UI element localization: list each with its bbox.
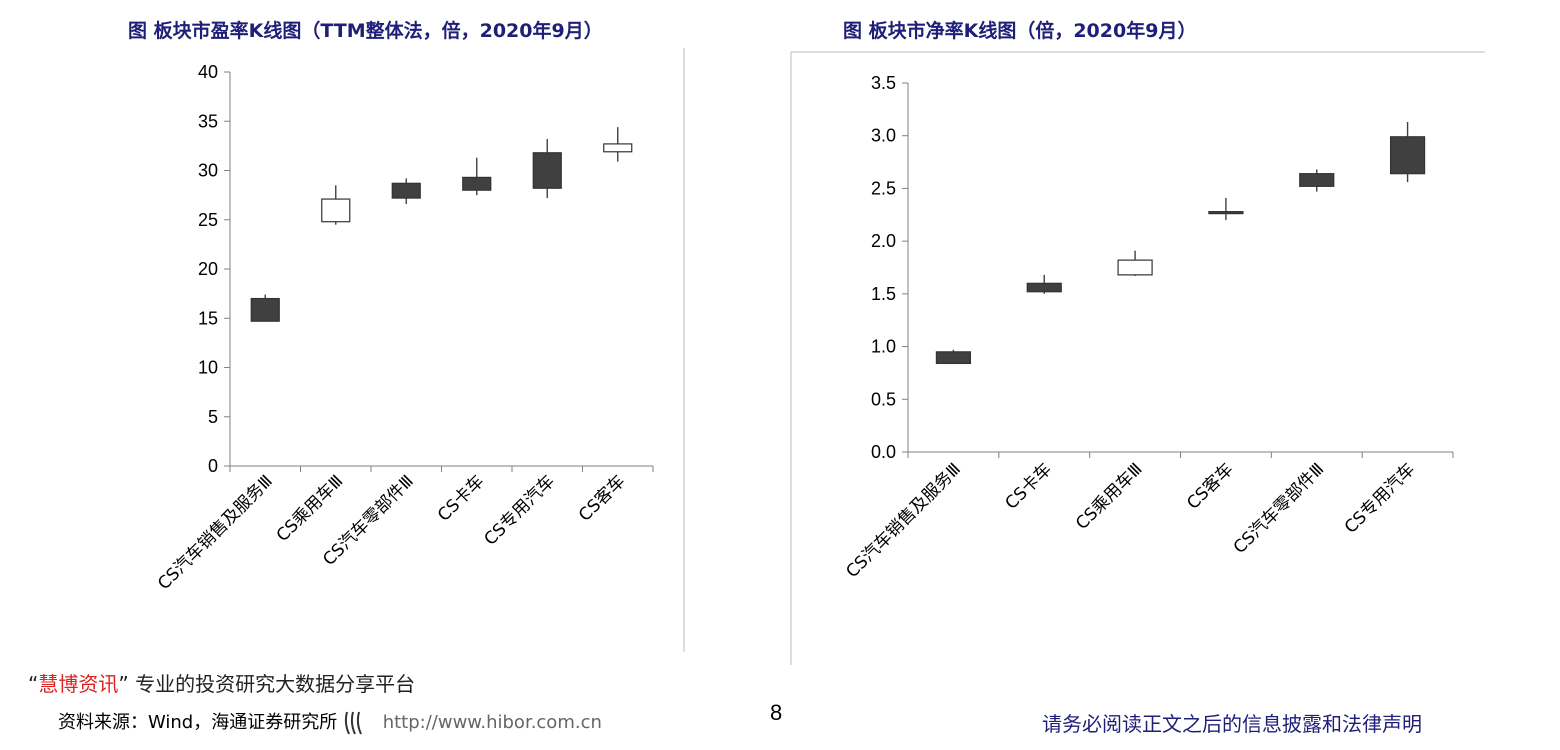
x-category-label: CS汽车销售及服务Ⅲ [154, 471, 277, 594]
x-category-label: CS汽车零部件Ⅲ [1230, 459, 1329, 558]
x-category-label: CS卡车 [434, 471, 488, 525]
y-tick-label: 20 [198, 259, 218, 279]
wind-logo-icon [344, 711, 362, 735]
pb-candlestick-chart: 0.0 0.5 1.0 1.5 2.0 2.5 3.0 3.5 CS汽车销售及服务Ⅲ CS卡车 CS… [842, 73, 1454, 582]
x-category-label: CS专用汽车 [1341, 459, 1419, 537]
candle-body [1026, 282, 1062, 293]
x-category-label: CS乘用车Ⅲ [1072, 459, 1147, 534]
y-tick-label: 3.5 [871, 73, 896, 93]
x-category-label: CS汽车销售及服务Ⅲ [842, 459, 965, 582]
x-category-label: CS客车 [575, 471, 629, 525]
source-url[interactable]: http://www.hibor.com.cn [382, 712, 602, 733]
y-tick-label: 40 [198, 62, 218, 82]
legal-disclaimer: 请务必阅读正文之后的信息披露和法律声明 [1042, 712, 1422, 736]
ad-tagline: 专业的投资研究大数据分享平台 [135, 672, 416, 696]
y-tick-label: 5 [208, 407, 218, 427]
x-category-label: CS客车 [1183, 459, 1237, 513]
y-tick-label: 2.0 [871, 231, 896, 251]
source-text: 资料来源：Wind，海通证券研究所 [58, 712, 338, 733]
candle-body [321, 198, 351, 223]
pe-candlestick-chart: 0510152025303540CS汽车销售及服务ⅢCS乘用车ⅢCS汽车零部件Ⅲ… [154, 62, 654, 594]
y-tick-label: 1.0 [871, 337, 896, 357]
candle-body [1208, 211, 1244, 215]
chart-title-pe: 图 板块市盈率K线图（TTM整体法，倍，2020年9月） [128, 20, 603, 42]
x-category-label: CS专用汽车 [481, 471, 559, 549]
candle-body [1389, 136, 1426, 175]
ad-quote-close: ” [118, 672, 129, 696]
y-tick-label: 0 [208, 456, 218, 476]
candle-body [532, 152, 562, 189]
page-number: 8 [770, 700, 783, 725]
source-note: 资料来源：Wind，海通证券研究所 http://www.hibor.com.c… [58, 708, 602, 736]
candle-body [250, 297, 280, 322]
ad-quote-open: “ [28, 672, 39, 696]
y-tick-label: 0.5 [871, 389, 896, 409]
candle-body [1299, 173, 1335, 187]
candle-body [391, 182, 421, 199]
y-tick-label: 2.5 [871, 178, 896, 198]
candle-body [462, 176, 492, 191]
candle-body [1117, 259, 1153, 276]
chart-title-pb: 图 板块市净率K线图（倍，2020年9月） [843, 20, 1197, 42]
watermark-ad: “慧博资讯” 专业的投资研究大数据分享平台 [28, 668, 415, 697]
y-tick-label: 35 [198, 111, 218, 131]
ad-brand: 慧博资讯 [38, 672, 119, 696]
y-tick-label: 0.0 [871, 442, 896, 462]
x-category-label: CS乘用车Ⅲ [273, 471, 348, 546]
y-tick-label: 10 [198, 358, 218, 378]
candle-body [603, 143, 633, 153]
y-tick-label: 25 [198, 210, 218, 230]
y-tick-label: 3.0 [871, 126, 896, 146]
y-tick-label: 1.5 [871, 284, 896, 304]
y-tick-label: 15 [198, 308, 218, 328]
y-tick-label: 30 [198, 161, 218, 181]
candle-body [935, 351, 972, 365]
x-category-label: CS卡车 [1002, 459, 1056, 513]
